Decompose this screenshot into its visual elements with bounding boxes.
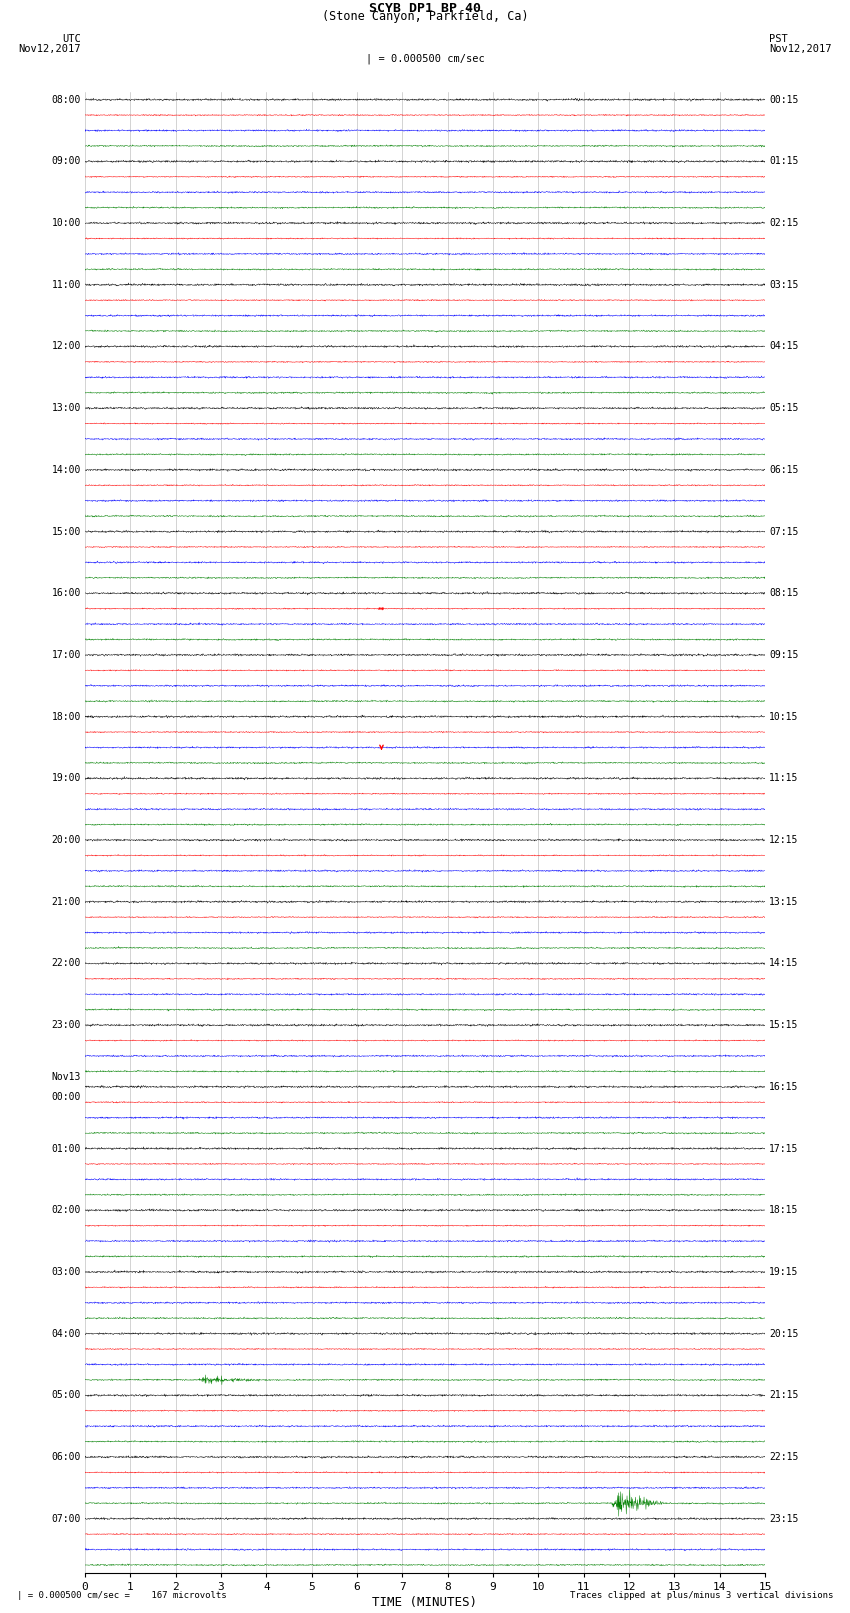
Text: 15:00: 15:00 (51, 526, 81, 537)
Text: 03:00: 03:00 (51, 1266, 81, 1277)
Text: 12:00: 12:00 (51, 342, 81, 352)
Text: 06:00: 06:00 (51, 1452, 81, 1461)
Text: 22:15: 22:15 (769, 1452, 799, 1461)
Text: | = 0.000500 cm/sec: | = 0.000500 cm/sec (366, 53, 484, 65)
Text: PST: PST (769, 34, 788, 44)
Text: Nov12,2017: Nov12,2017 (769, 44, 832, 53)
Text: 00:15: 00:15 (769, 95, 799, 105)
Text: 03:15: 03:15 (769, 279, 799, 290)
X-axis label: TIME (MINUTES): TIME (MINUTES) (372, 1595, 478, 1608)
Text: 08:00: 08:00 (51, 95, 81, 105)
Text: Nov12,2017: Nov12,2017 (18, 44, 81, 53)
Text: 17:15: 17:15 (769, 1144, 799, 1153)
Text: 12:15: 12:15 (769, 836, 799, 845)
Text: 18:15: 18:15 (769, 1205, 799, 1215)
Text: 19:00: 19:00 (51, 773, 81, 784)
Text: 05:00: 05:00 (51, 1390, 81, 1400)
Text: 20:15: 20:15 (769, 1329, 799, 1339)
Text: 23:00: 23:00 (51, 1019, 81, 1031)
Text: 21:00: 21:00 (51, 897, 81, 907)
Text: 05:15: 05:15 (769, 403, 799, 413)
Text: 08:15: 08:15 (769, 589, 799, 598)
Text: | = 0.000500 cm/sec =    167 microvolts: | = 0.000500 cm/sec = 167 microvolts (17, 1590, 227, 1600)
Text: UTC: UTC (62, 34, 81, 44)
Text: 16:15: 16:15 (769, 1082, 799, 1092)
Text: 11:00: 11:00 (51, 279, 81, 290)
Text: 02:00: 02:00 (51, 1205, 81, 1215)
Text: 21:15: 21:15 (769, 1390, 799, 1400)
Text: 13:00: 13:00 (51, 403, 81, 413)
Text: 20:00: 20:00 (51, 836, 81, 845)
Text: 09:00: 09:00 (51, 156, 81, 166)
Text: 04:00: 04:00 (51, 1329, 81, 1339)
Text: Nov13: Nov13 (51, 1073, 81, 1082)
Text: 02:15: 02:15 (769, 218, 799, 227)
Text: 09:15: 09:15 (769, 650, 799, 660)
Text: 14:15: 14:15 (769, 958, 799, 968)
Text: Traces clipped at plus/minus 3 vertical divisions: Traces clipped at plus/minus 3 vertical … (570, 1590, 833, 1600)
Text: 01:15: 01:15 (769, 156, 799, 166)
Text: 00:00: 00:00 (51, 1092, 81, 1102)
Text: 04:15: 04:15 (769, 342, 799, 352)
Text: 15:15: 15:15 (769, 1019, 799, 1031)
Text: 06:15: 06:15 (769, 465, 799, 474)
Text: 07:15: 07:15 (769, 526, 799, 537)
Text: 13:15: 13:15 (769, 897, 799, 907)
Text: 11:15: 11:15 (769, 773, 799, 784)
Text: 10:15: 10:15 (769, 711, 799, 721)
Text: 19:15: 19:15 (769, 1266, 799, 1277)
Text: 18:00: 18:00 (51, 711, 81, 721)
Text: 01:00: 01:00 (51, 1144, 81, 1153)
Text: 16:00: 16:00 (51, 589, 81, 598)
Text: 17:00: 17:00 (51, 650, 81, 660)
Text: SCYB DP1 BP 40: SCYB DP1 BP 40 (369, 3, 481, 16)
Text: (Stone Canyon, Parkfield, Ca): (Stone Canyon, Parkfield, Ca) (321, 11, 529, 24)
Text: 10:00: 10:00 (51, 218, 81, 227)
Text: 22:00: 22:00 (51, 958, 81, 968)
Text: 07:00: 07:00 (51, 1513, 81, 1524)
Text: 14:00: 14:00 (51, 465, 81, 474)
Text: 23:15: 23:15 (769, 1513, 799, 1524)
